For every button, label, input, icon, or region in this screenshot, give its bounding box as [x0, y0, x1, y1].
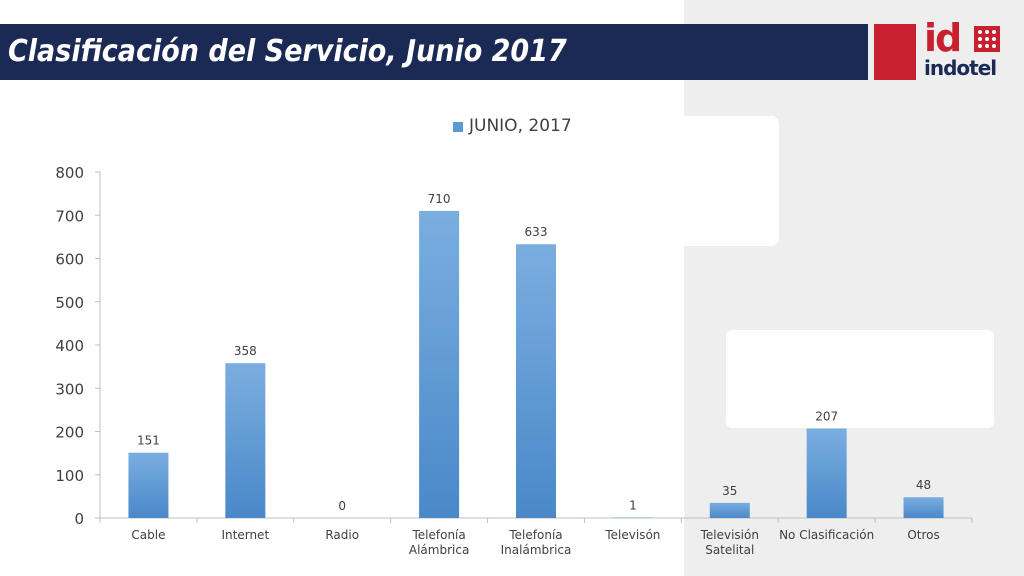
logo-name: indotel [924, 56, 997, 80]
bar [709, 502, 750, 518]
x-tick-label: Radio [325, 528, 359, 542]
data-label: 35 [722, 484, 737, 498]
bar [419, 210, 460, 519]
y-tick-label: 400 [55, 337, 84, 355]
x-tick-label: Otros [907, 528, 939, 542]
slide-title: Clasificación del Servicio, Junio 2017 [8, 34, 567, 69]
y-tick-label: 800 [55, 164, 84, 182]
indotel-logo: id indotel [922, 16, 1006, 84]
y-tick-label: 300 [55, 380, 84, 398]
x-tick-label: Telefonía Alámbrica [409, 528, 469, 557]
data-label: 207 [815, 409, 838, 423]
legend-swatch [453, 122, 463, 132]
logo-grid-icon [974, 26, 1000, 52]
data-label: 48 [916, 478, 931, 492]
y-tick-label: 0 [74, 510, 84, 528]
bar [225, 363, 266, 518]
background-notch [684, 116, 779, 246]
legend-label: JUNIO, 2017 [469, 116, 572, 136]
x-tick-label: Cable [131, 528, 165, 542]
bar [128, 452, 169, 518]
data-label: 0 [338, 499, 346, 513]
bar [516, 244, 556, 519]
data-label: 151 [137, 434, 160, 448]
data-label: 710 [428, 192, 451, 206]
data-label: 1 [629, 499, 637, 513]
y-tick-label: 100 [55, 467, 84, 485]
x-tick-label: Televisón [604, 528, 660, 542]
logo-mark: id [924, 16, 962, 60]
y-tick-label: 600 [55, 251, 84, 269]
x-tick-label: Televisión Satelital [700, 528, 759, 557]
bar [806, 428, 847, 518]
title-bar: Clasificación del Servicio, Junio 2017 [0, 24, 868, 80]
x-tick-label: Telefonía Inalámbrica [501, 528, 572, 557]
y-tick-label: 700 [55, 207, 84, 225]
x-tick-label: No Clasificación [779, 528, 874, 542]
data-label: 358 [234, 344, 257, 358]
logo-accent-block [874, 24, 916, 80]
background-panel [684, 0, 1024, 576]
y-tick-label: 500 [55, 294, 84, 312]
bar [903, 497, 944, 518]
data-label: 633 [525, 225, 548, 239]
x-tick-label: Internet [222, 528, 270, 542]
y-tick-label: 200 [55, 424, 84, 442]
background-box [726, 330, 994, 428]
